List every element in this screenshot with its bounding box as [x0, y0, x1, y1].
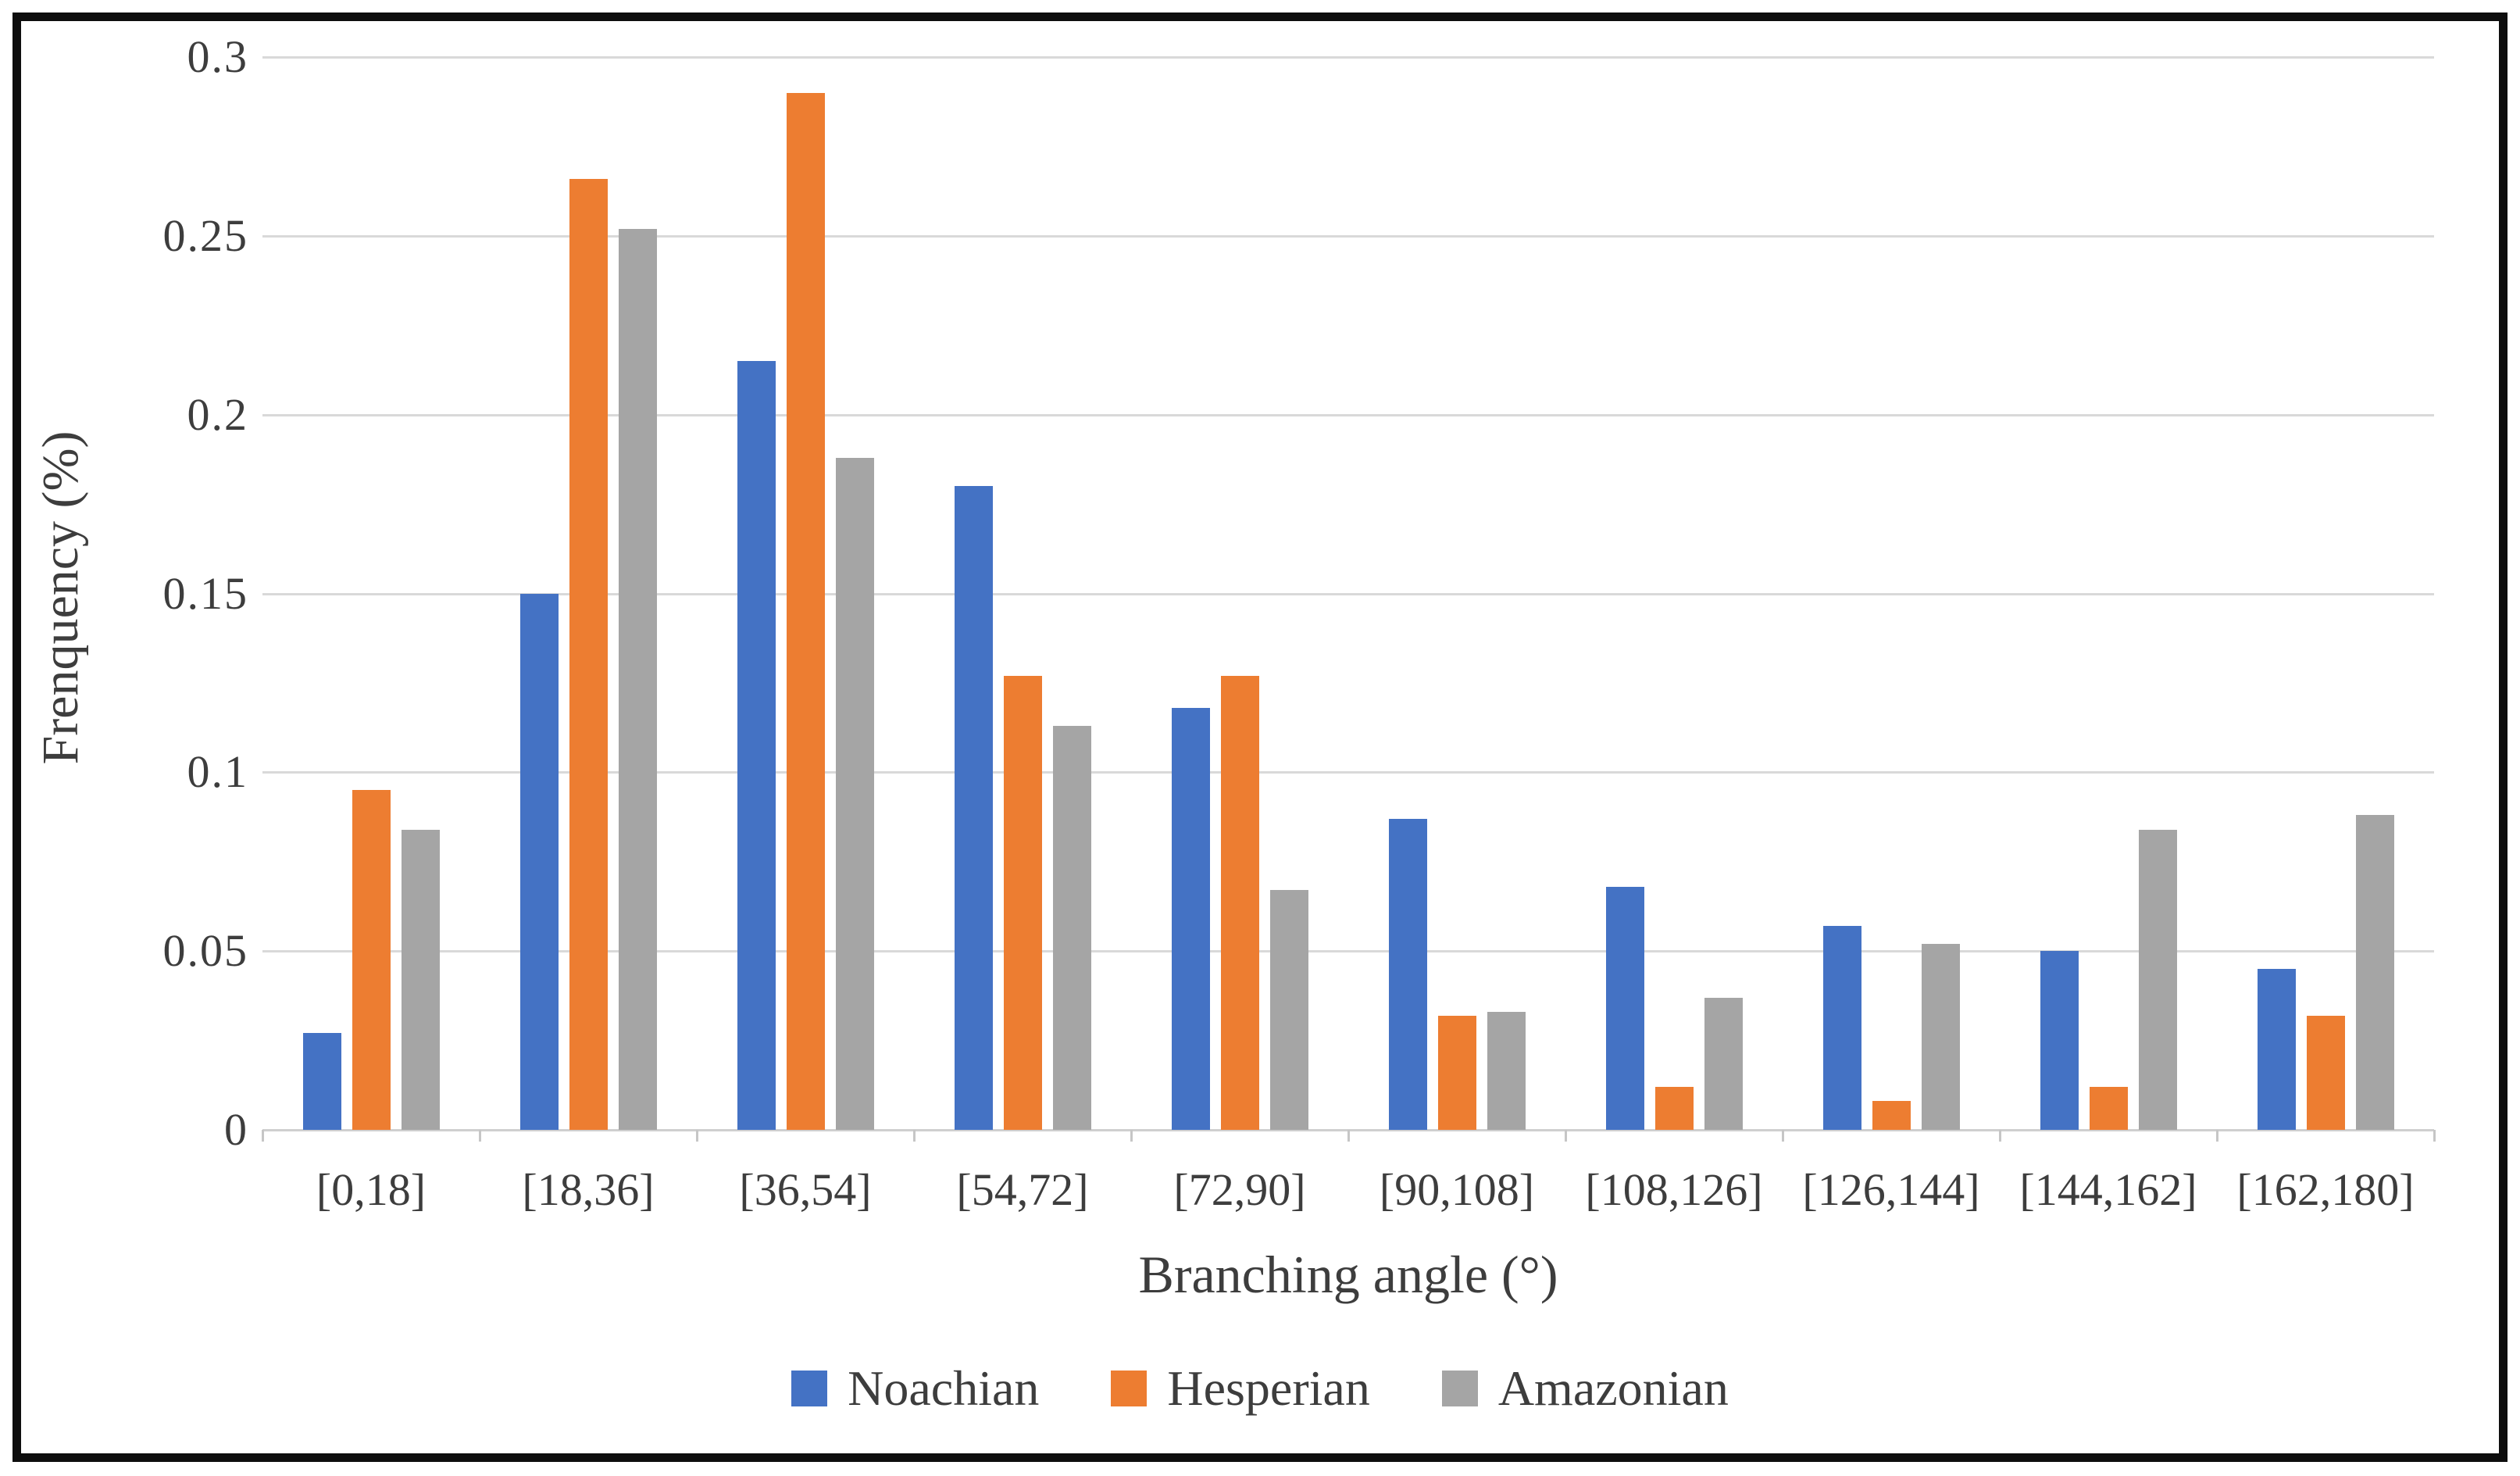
- bar-hesperian-6: [1654, 1087, 1694, 1130]
- y-tick-label: 0.1: [187, 746, 248, 798]
- legend-label: Hesperian: [1167, 1360, 1370, 1416]
- bar-amazonian-6: [1704, 997, 1743, 1130]
- x-tick-label: [72,90]: [1173, 1164, 1306, 1215]
- legend-label: Amazonian: [1497, 1360, 1729, 1416]
- y-tick-label: 0.05: [162, 925, 248, 977]
- bar-noachian-6: [1605, 886, 1644, 1130]
- x-tick-label: [162,180]: [2236, 1164, 2415, 1215]
- x-tick-label: [18,36]: [522, 1164, 655, 1215]
- bar-amazonian-4: [1269, 890, 1308, 1130]
- legend-swatch-icon: [791, 1371, 828, 1406]
- legend-swatch-icon: [1111, 1371, 1148, 1406]
- gridline: [262, 234, 2434, 238]
- bar-noachian-7: [1822, 926, 1861, 1130]
- x-tick-label: [36,54]: [739, 1164, 872, 1215]
- legend-item-amazonian: Amazonian: [1441, 1360, 1729, 1416]
- y-tick-label: 0.15: [162, 567, 248, 619]
- y-tick-label: 0.25: [162, 209, 248, 261]
- x-axis-title: Branching angle (°): [1138, 1245, 1558, 1304]
- axis-tick: [2216, 1130, 2218, 1142]
- bar-amazonian-9: [2355, 815, 2394, 1130]
- axis-tick: [479, 1130, 481, 1142]
- axis-tick: [1565, 1130, 1567, 1142]
- bar-hesperian-7: [1872, 1101, 1911, 1130]
- bar-noachian-4: [1171, 707, 1210, 1130]
- gridline: [262, 771, 2434, 774]
- bar-amazonian-7: [1921, 944, 1960, 1130]
- axis-tick: [1999, 1130, 2001, 1142]
- bar-amazonian-1: [618, 228, 657, 1130]
- bar-hesperian-0: [352, 790, 391, 1130]
- bar-hesperian-1: [569, 178, 608, 1130]
- bar-amazonian-2: [835, 457, 874, 1130]
- y-tick-label: 0.2: [187, 388, 248, 440]
- bar-hesperian-5: [1437, 1015, 1476, 1130]
- bar-noachian-3: [954, 486, 993, 1130]
- bar-amazonian-3: [1052, 725, 1091, 1130]
- figure-border: [12, 13, 2508, 1462]
- x-tick-label: [54,72]: [956, 1164, 1089, 1215]
- x-tick-label: [108,126]: [1585, 1164, 1763, 1215]
- plot-area: [262, 56, 2436, 1142]
- axis-tick: [913, 1130, 916, 1142]
- bar-noachian-0: [302, 1033, 341, 1130]
- bar-hesperian-2: [786, 92, 825, 1130]
- gridline: [262, 56, 2434, 59]
- bar-noachian-1: [519, 593, 559, 1130]
- gridline: [262, 413, 2434, 416]
- x-tick-label: [144,162]: [2019, 1164, 2197, 1215]
- bar-noachian-9: [2257, 969, 2296, 1130]
- x-tick-label: [90,108]: [1379, 1164, 1535, 1215]
- bar-noachian-8: [2040, 951, 2079, 1130]
- legend-label: Noachian: [848, 1360, 1040, 1416]
- bar-noachian-5: [1388, 818, 1427, 1130]
- gridline: [262, 950, 2434, 953]
- bar-amazonian-8: [2138, 829, 2177, 1130]
- bar-hesperian-4: [1220, 675, 1259, 1130]
- y-tick-label: 0: [224, 1104, 248, 1155]
- axis-tick: [2433, 1130, 2436, 1142]
- bar-amazonian-0: [401, 829, 440, 1130]
- bar-hesperian-3: [1003, 675, 1042, 1130]
- x-tick-label: [126,144]: [1802, 1164, 1980, 1215]
- legend-item-hesperian: Hesperian: [1111, 1360, 1370, 1416]
- x-tick-label: [0,18]: [316, 1164, 427, 1215]
- bar-hesperian-8: [2089, 1087, 2128, 1130]
- bar-hesperian-9: [2306, 1015, 2345, 1130]
- axis-tick: [696, 1130, 698, 1142]
- bar-noachian-2: [737, 361, 776, 1130]
- bar-amazonian-5: [1487, 1011, 1526, 1130]
- axis-tick: [1782, 1130, 1784, 1142]
- legend-item-noachian: Noachian: [791, 1361, 1039, 1416]
- axis-tick: [1130, 1130, 1133, 1142]
- legend: Noachian Hesperian Amazonian: [0, 1361, 2520, 1416]
- axis-tick: [262, 1130, 264, 1142]
- y-tick-label: 0.3: [187, 31, 248, 82]
- gridline: [262, 592, 2434, 595]
- legend-swatch-icon: [1441, 1371, 1478, 1406]
- axis-tick: [1347, 1130, 1350, 1142]
